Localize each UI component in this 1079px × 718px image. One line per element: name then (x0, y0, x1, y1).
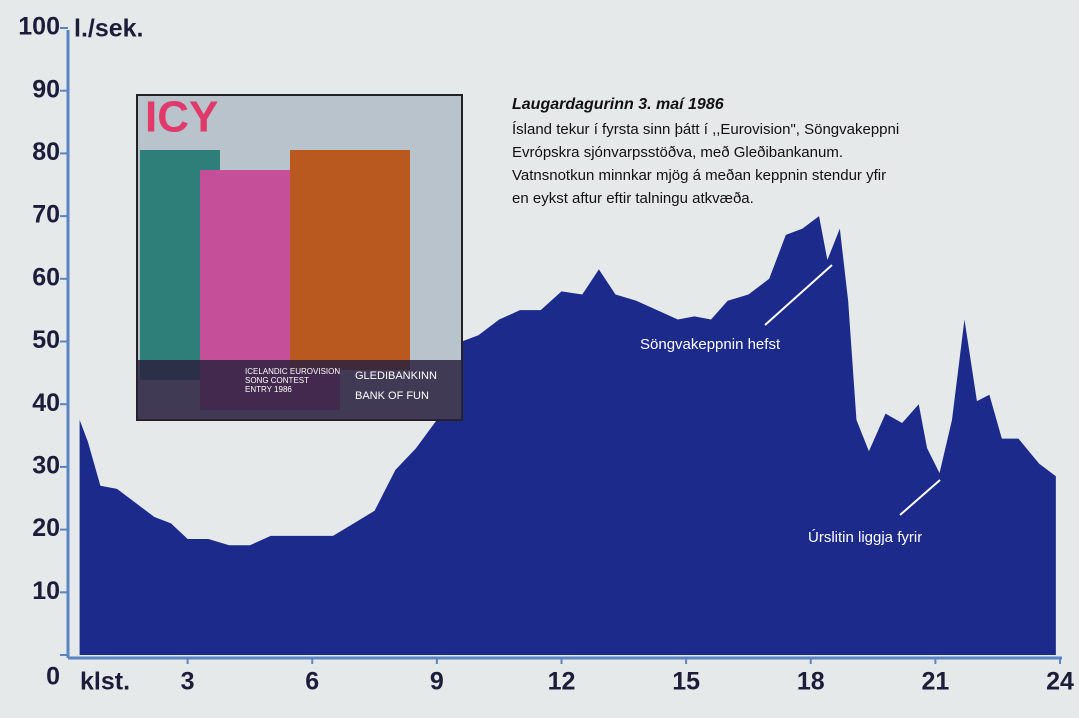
album-caption: BANK OF FUN (355, 390, 429, 402)
y-tick-label: 20 (32, 514, 60, 542)
caption-band (137, 360, 462, 420)
annotation-pointer (764, 264, 833, 326)
album-title: ICY (145, 93, 218, 142)
album-caption: ICELANDIC EUROVISION (245, 367, 340, 376)
y-tick-label: 40 (32, 389, 60, 417)
x-tick-label: 21 (921, 668, 949, 696)
description-title: Laugardagurinn 3. maí 1986 (512, 96, 724, 113)
y-tick-label: 70 (32, 201, 60, 229)
x-unit-label: klst. (80, 668, 130, 696)
album-cover: ICY ICELANDIC EUROVISION SONG CONTEST EN… (136, 93, 463, 421)
description-line: Vatnsnotkun minnkar mjög á meðan keppnin… (512, 167, 886, 184)
annotation: Úrslitin liggja fyrir (808, 529, 922, 546)
y-tick-label: 80 (32, 138, 60, 166)
description-line: en eykst aftur eftir talningu atkvæða. (512, 190, 754, 207)
y-tick-label: 0 (46, 663, 60, 691)
x-tick-label: 6 (305, 668, 319, 696)
x-tick-label: 15 (672, 668, 700, 696)
x-tick-label: 18 (797, 668, 825, 696)
album-caption: ENTRY 1986 (245, 385, 292, 394)
album-caption: SONG CONTEST (245, 376, 309, 385)
plot (79, 216, 1056, 655)
area (79, 216, 1056, 655)
x-tick-label: 24 (1046, 668, 1074, 696)
x-tick-label: 12 (548, 668, 576, 696)
annotation: Söngvakeppnin hefst (640, 336, 781, 353)
y-tick-label: 50 (32, 326, 60, 354)
figure (290, 150, 410, 370)
y-tick-label: 100 (18, 13, 60, 41)
y-tick-label: 90 (32, 75, 60, 103)
album-caption: GLEDIBANKINN (355, 370, 437, 382)
y-tick-label: 10 (32, 577, 60, 605)
y-unit-label: l./sek. (74, 15, 144, 43)
description-line: Ísland tekur í fyrsta sinn þátt í ,,Euro… (512, 121, 899, 138)
description-line: Evrópskra sjónvarpsstöðva, með Gleðibank… (512, 144, 843, 161)
annotation-pointer (899, 479, 941, 516)
y-tick-label: 30 (32, 452, 60, 480)
y-tick-label: 60 (32, 263, 60, 291)
x-tick-label: 3 (181, 668, 195, 696)
x-tick-label: 9 (430, 668, 444, 696)
